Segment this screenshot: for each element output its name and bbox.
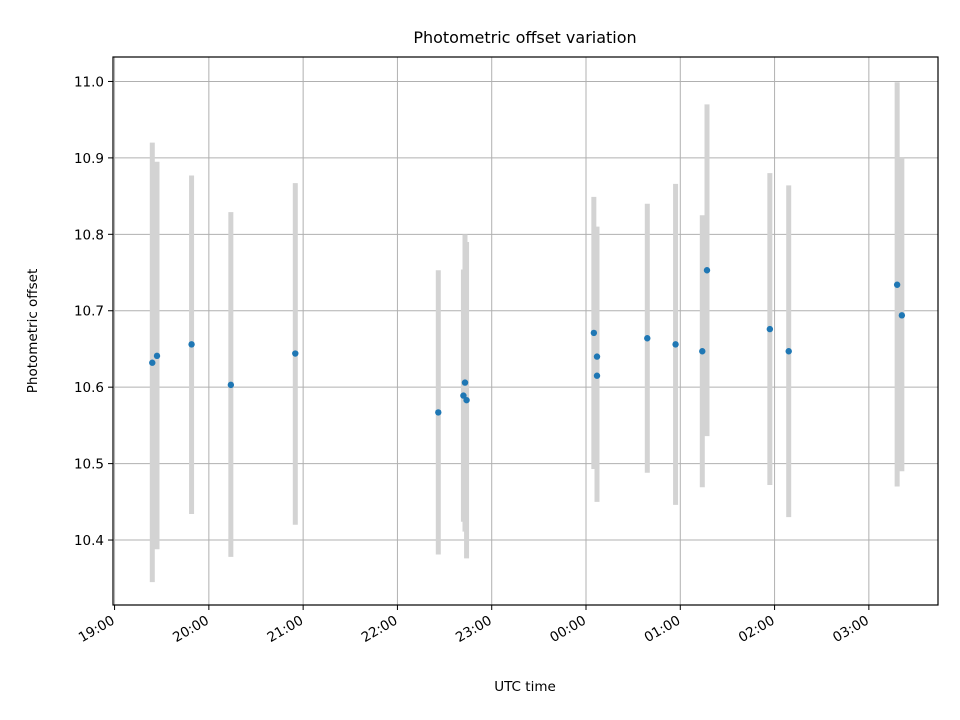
- data-points: [149, 267, 906, 416]
- y-axis-label: Photometric offset: [25, 269, 41, 393]
- data-point: [672, 341, 679, 348]
- data-point: [292, 350, 299, 357]
- y-tick-label: 10.4: [74, 533, 104, 549]
- data-point: [590, 329, 598, 337]
- chart-title: Photometric offset variation: [413, 28, 636, 47]
- grid: [113, 57, 938, 605]
- y-tick-label: 10.6: [74, 380, 104, 396]
- data-point: [435, 409, 442, 416]
- data-point: [463, 396, 470, 404]
- data-point: [149, 359, 156, 366]
- data-point: [766, 325, 774, 333]
- data-point: [893, 281, 901, 288]
- y-tick-label: 10.9: [74, 151, 104, 167]
- data-point: [593, 372, 601, 379]
- y-tick-label: 10.8: [74, 227, 104, 243]
- data-point: [227, 381, 235, 389]
- plot-frame: [112, 56, 939, 606]
- data-point: [188, 341, 195, 348]
- data-point: [898, 312, 906, 319]
- x-axis-label: UTC time: [494, 679, 556, 695]
- y-axis-ticks: 10.4 10.5 10.6 10.7 10.8 10.9 11.0: [74, 74, 113, 549]
- y-tick-label: 10.7: [74, 304, 104, 320]
- y-tick-label: 11.0: [74, 74, 104, 90]
- data-point: [644, 335, 651, 342]
- data-point: [153, 352, 161, 360]
- data-point: [785, 348, 792, 355]
- y-tick-label: 10.5: [74, 457, 104, 473]
- data-point: [461, 379, 469, 386]
- data-point: [593, 353, 601, 360]
- data-point: [699, 348, 706, 355]
- data-point: [460, 392, 467, 399]
- data-point: [703, 267, 711, 274]
